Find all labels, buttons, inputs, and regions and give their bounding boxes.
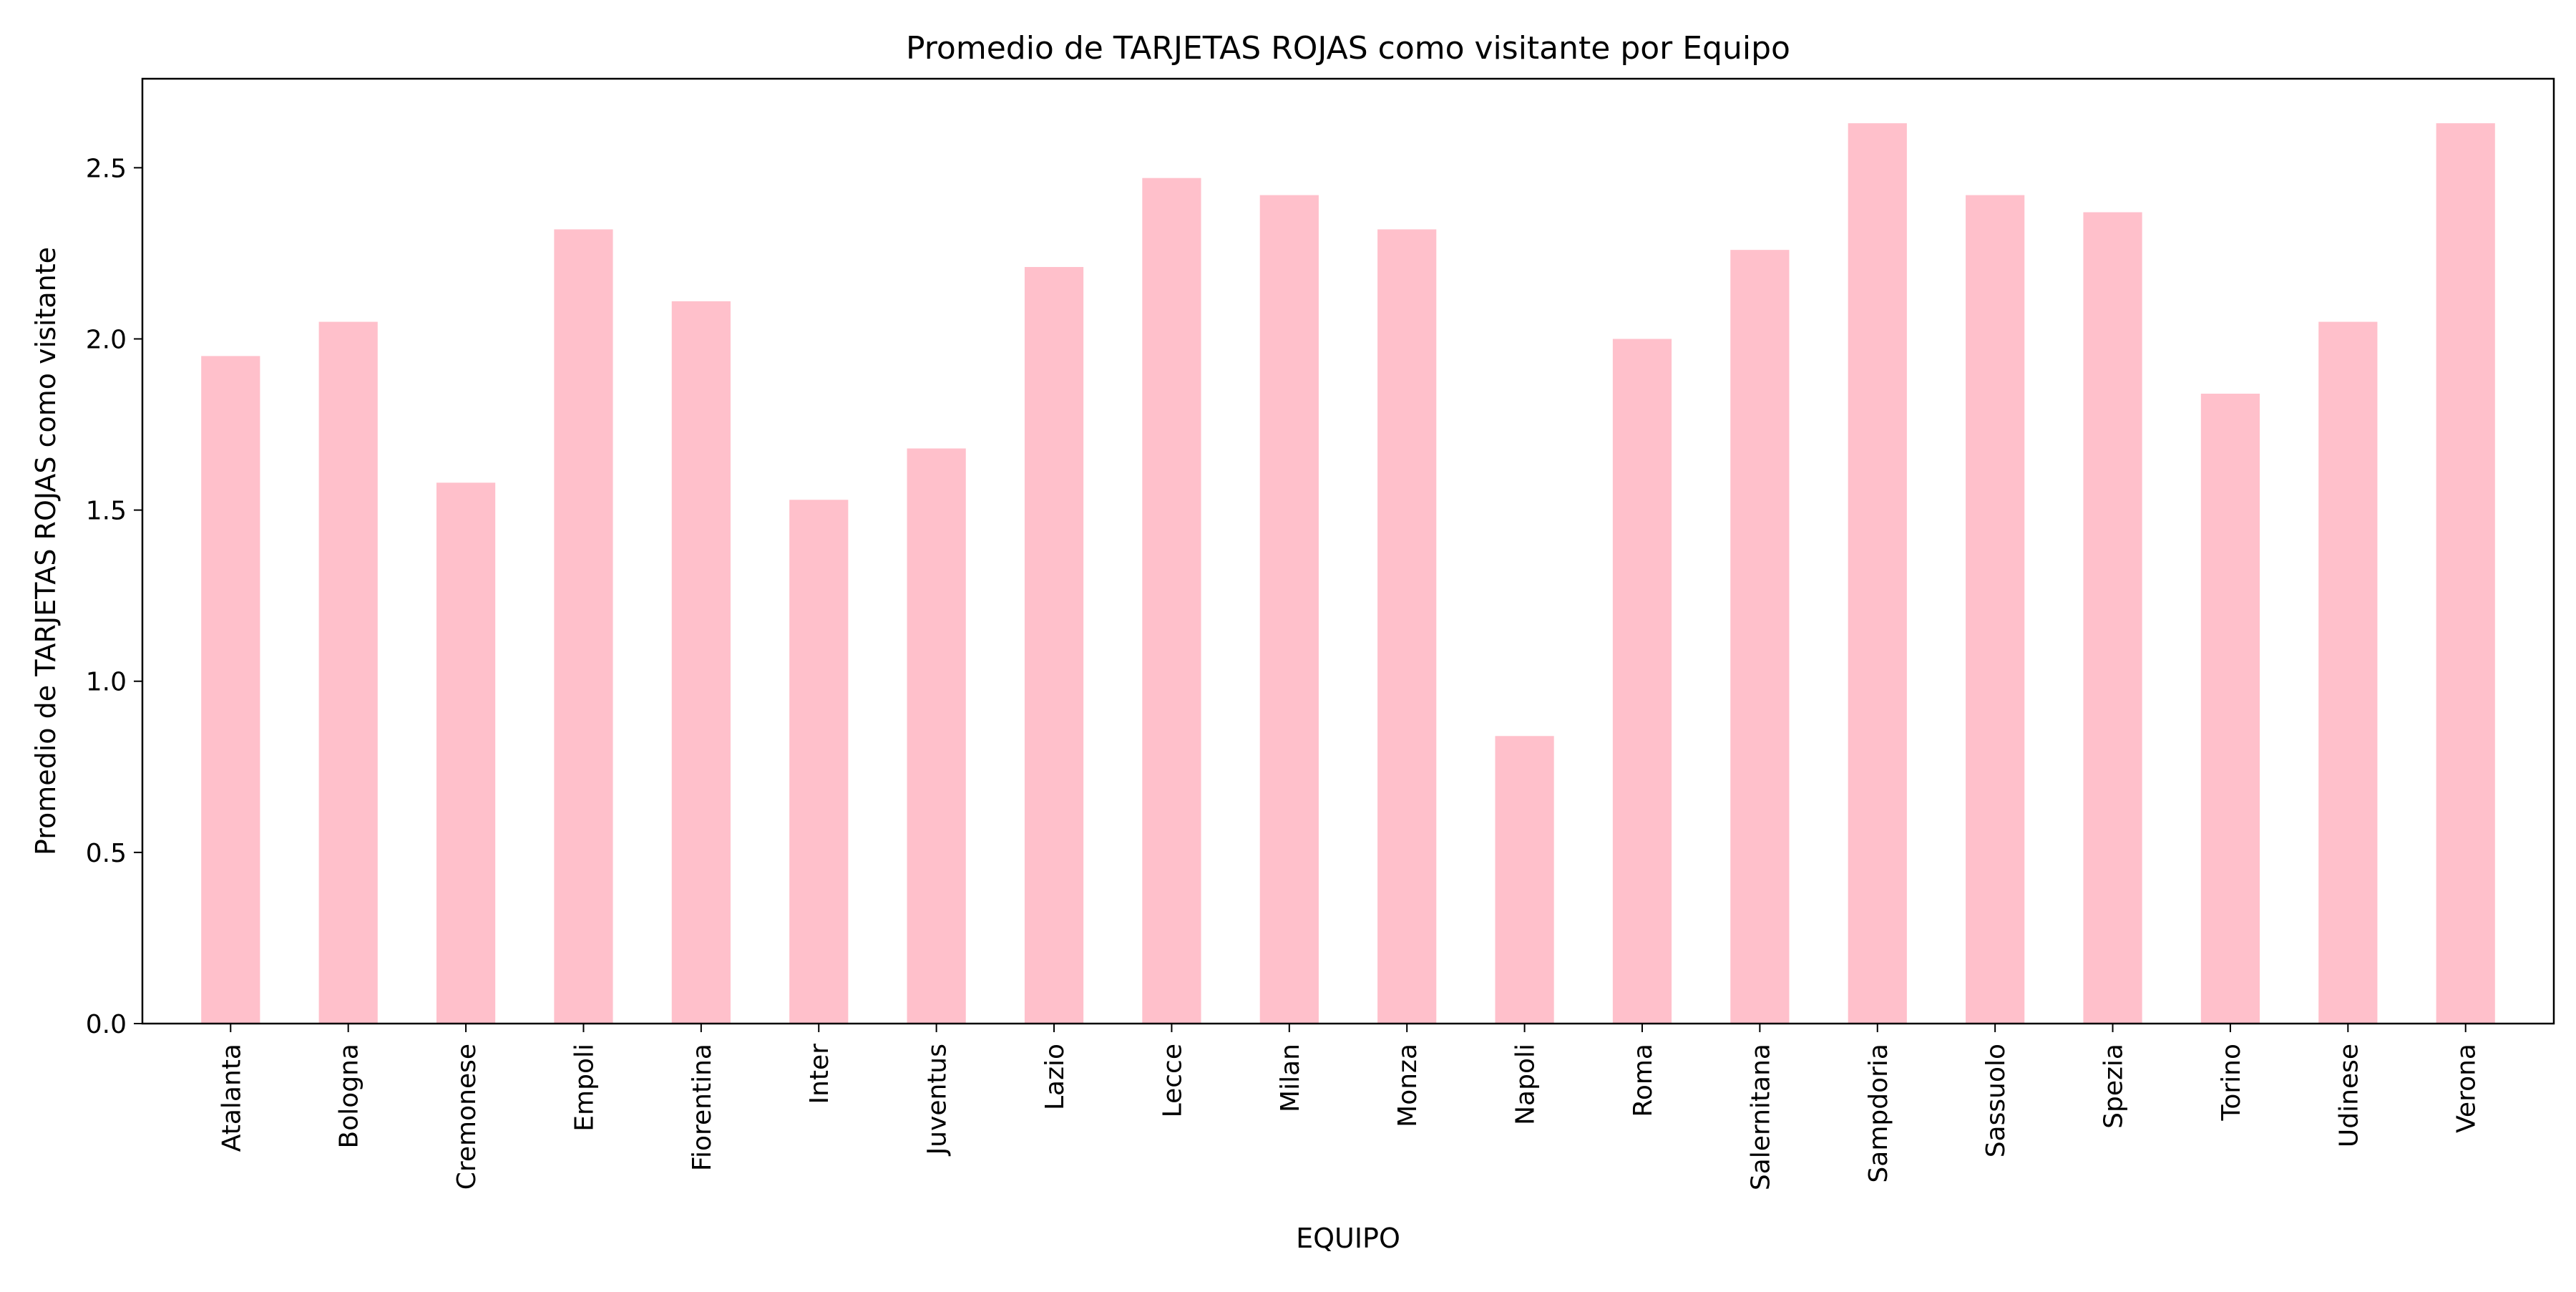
x-tick-label-lecce: Lecce [1158,1044,1187,1117]
x-tick-label-udinese: Udinese [2334,1044,2363,1147]
x-tick-label-napoli: Napoli [1511,1044,1541,1125]
x-tick-label-lazio: Lazio [1040,1044,1070,1110]
x-tick-label-inter: Inter [805,1044,834,1104]
y-tick-label: 1.0 [86,668,127,697]
bar-atalanta [201,356,260,1024]
y-tick-label: 0.5 [86,839,127,868]
x-tick-label-monza: Monza [1393,1044,1423,1127]
x-tick-label-roma: Roma [1629,1044,1658,1117]
x-tick-label-juventus: Juventus [923,1044,952,1156]
y-tick-label: 2.0 [86,325,127,354]
bar-milan [1259,195,1319,1024]
x-tick-label-spezia: Spezia [2099,1044,2129,1129]
bar-sassuolo [1966,195,2025,1024]
x-axis-label: EQUIPO [1296,1223,1400,1254]
bar-torino [2200,394,2260,1024]
y-tick-label: 1.5 [86,497,127,526]
bar-monza [1377,229,1437,1024]
bar-verona [2436,123,2495,1024]
plot-frame [141,77,2555,1025]
y-tick-label: 2.5 [86,154,127,183]
bar-cremonese [436,482,496,1024]
x-tick-label-bologna: Bologna [335,1044,364,1148]
bar-inter [789,500,849,1024]
x-tick-label-sassuolo: Sassuolo [1981,1044,2011,1157]
bar-udinese [2318,321,2378,1024]
x-tick-label-empoli: Empoli [570,1044,599,1132]
bar-spezia [2083,212,2142,1024]
bar-lazio [1024,267,1084,1024]
x-tick-label-atalanta: Atalanta [217,1044,246,1152]
bar-lecce [1142,178,1201,1024]
bar-bologna [318,321,378,1024]
bar-empoli [554,229,613,1024]
x-tick-label-verona: Verona [2452,1044,2482,1133]
x-tick-label-salernitana: Salernitana [1746,1044,1775,1190]
y-tick-label: 0.0 [86,1010,127,1039]
bar-sampdoria [1848,123,1907,1024]
bar-roma [1612,339,1672,1024]
x-tick-label-cremonese: Cremonese [452,1044,482,1190]
bar-napoli [1495,736,1554,1024]
y-axis-label: Promedio de TARJETAS ROJAS como visitant… [30,247,62,855]
bars-group [201,123,2495,1024]
bar-juventus [907,448,966,1024]
x-tick-label-fiorentina: Fiorentina [688,1044,717,1171]
x-tick-label-sampdoria: Sampdoria [1864,1044,1893,1183]
bar-salernitana [1730,250,1790,1024]
x-tick-label-torino: Torino [2217,1044,2246,1122]
bar-fiorentina [671,301,731,1024]
x-axis-ticks: Atalanta Bologna Cremonese Empoli Fiorentina… [217,1024,2482,1190]
x-tick-label-milan: Milan [1276,1044,1305,1112]
chart-title: Promedio de TARJETAS ROJAS como visitant… [906,30,1790,67]
y-axis-ticks: 0.0 0.5 1.0 1.5 2.0 2.5 [86,154,142,1039]
